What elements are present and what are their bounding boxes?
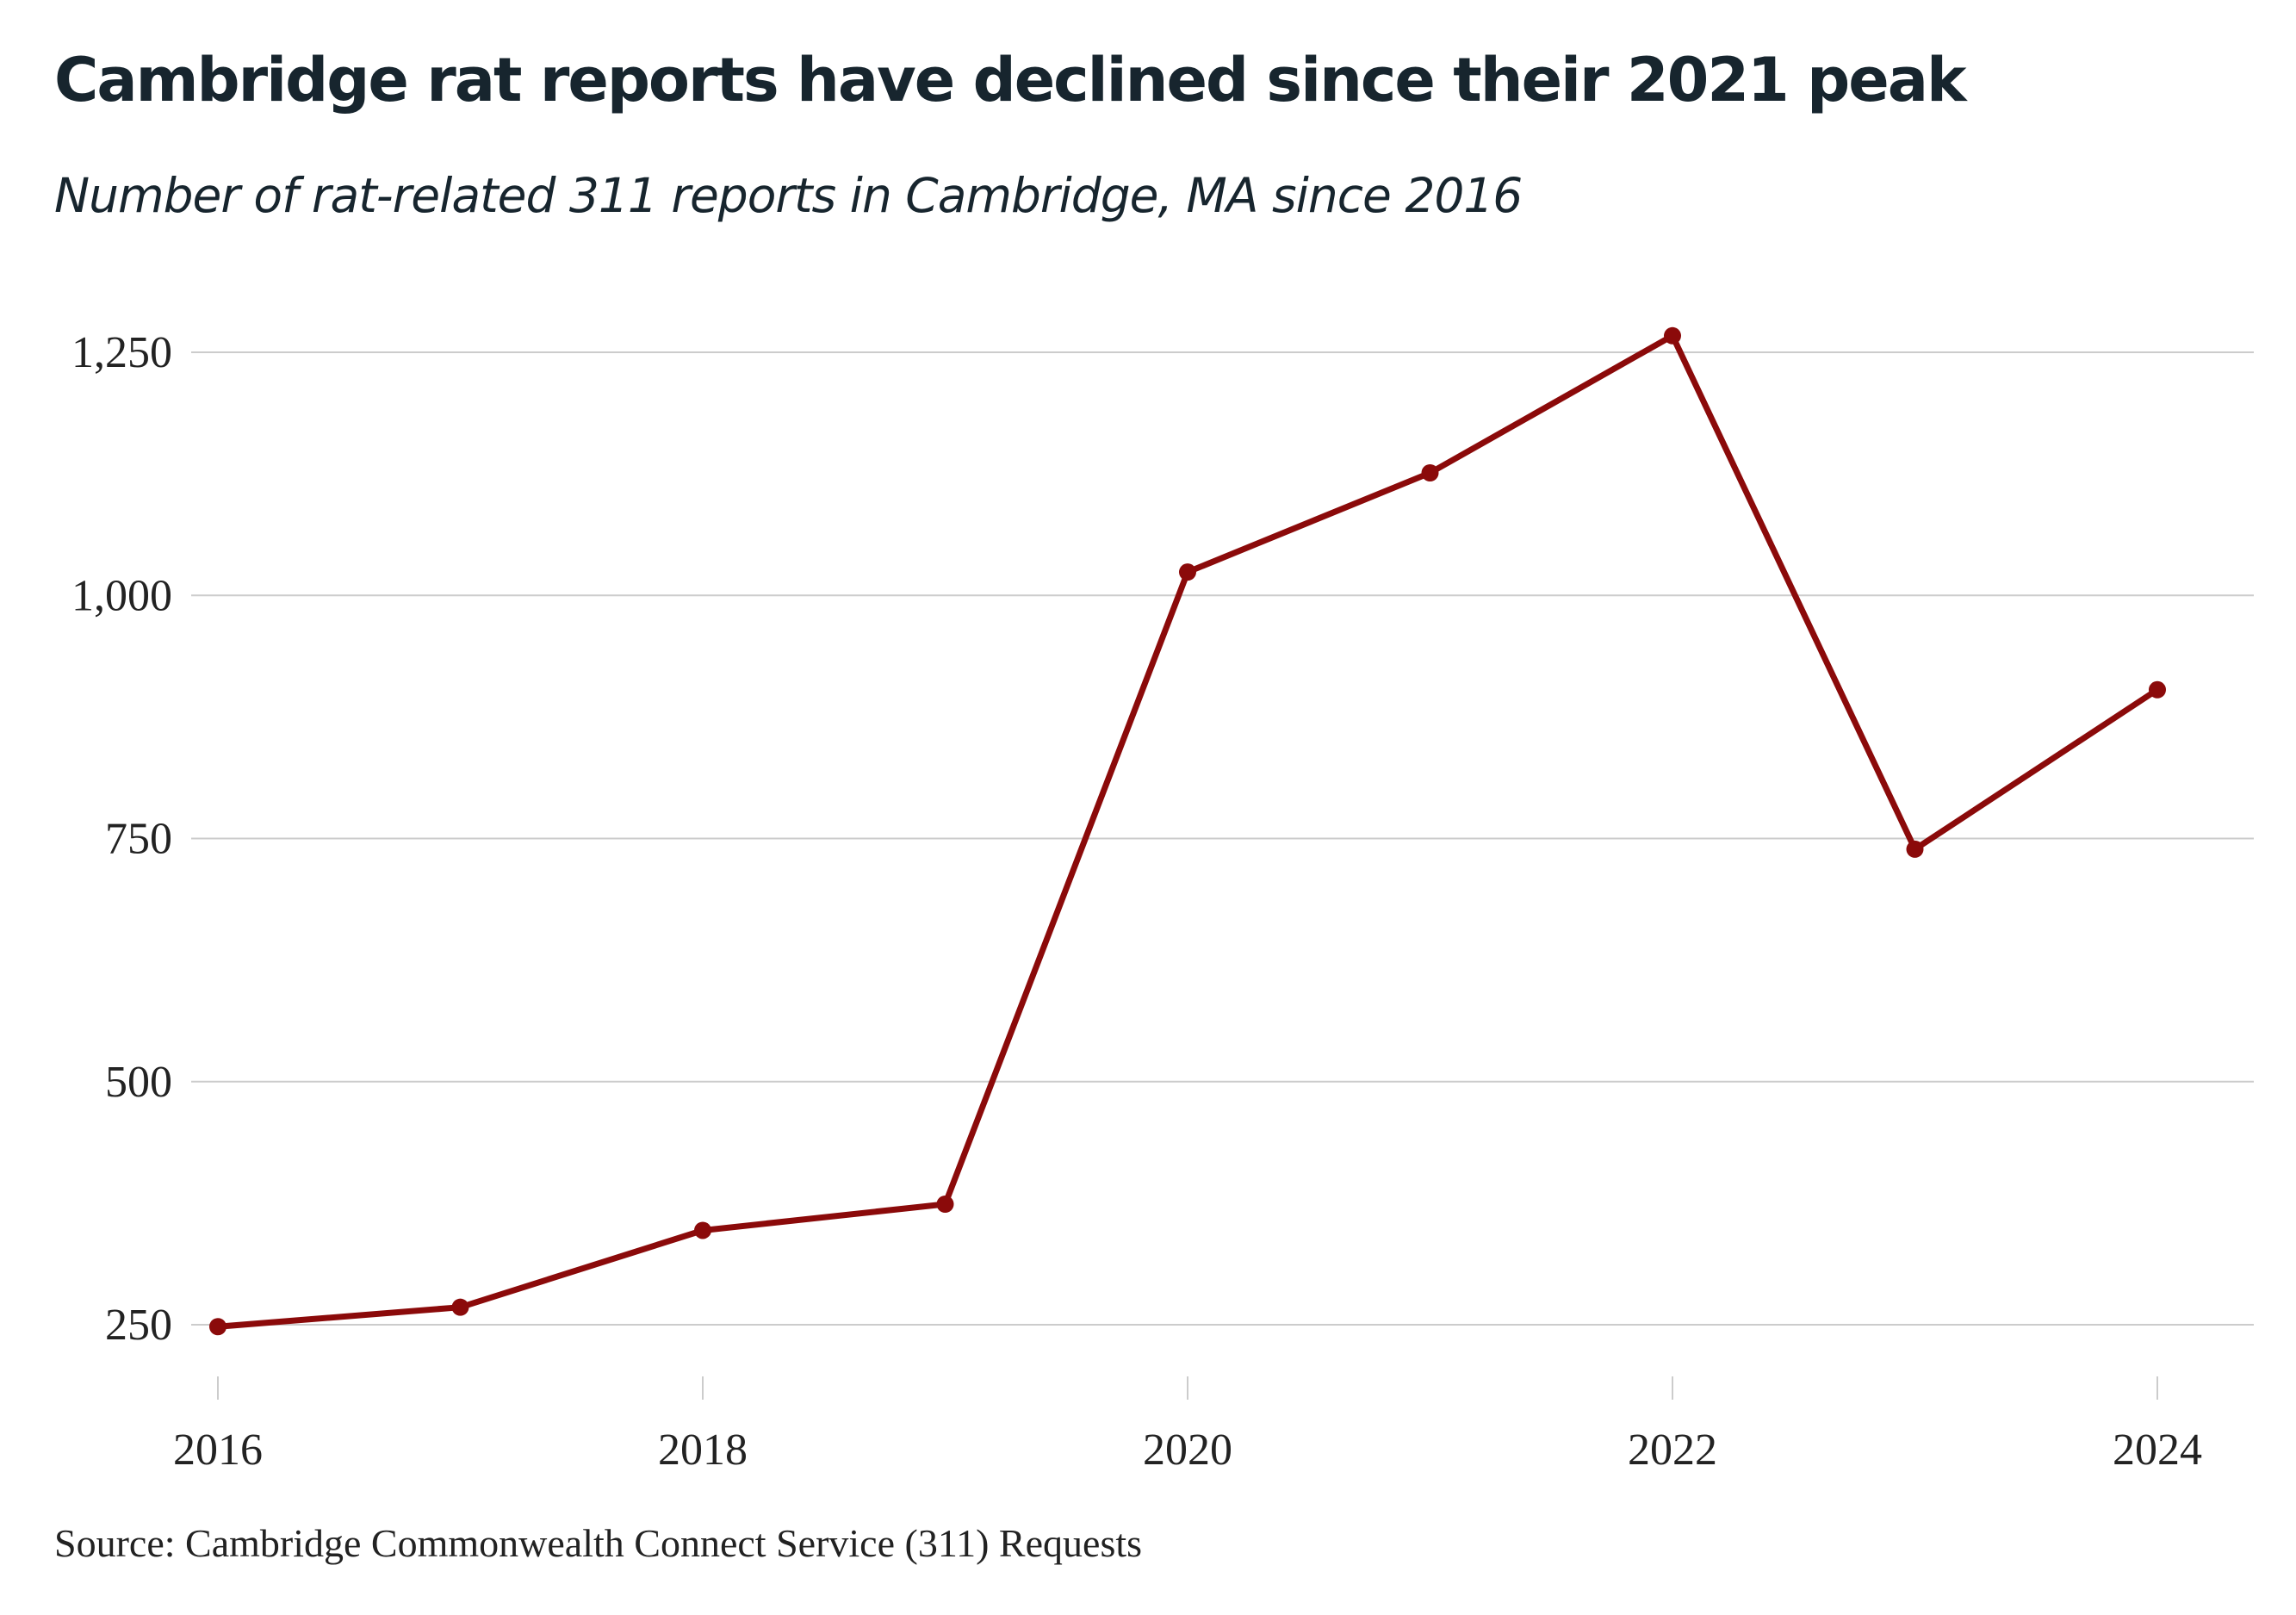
data-point [1906, 840, 1924, 858]
x-tick-label: 2022 [1628, 1426, 1717, 1475]
chart-subtitle: Number of rat-related 311 reports in Cam… [54, 168, 1523, 223]
x-tick-label: 2018 [658, 1426, 748, 1475]
x-tick-label: 2016 [173, 1426, 263, 1475]
data-point [1179, 563, 1196, 581]
data-point [2149, 680, 2166, 699]
y-tick-label: 1,250 [71, 328, 172, 377]
axes: 250 500 750 1,000 1,250 2016 2018 2020 2022 2024 [71, 328, 2202, 1475]
data-point [936, 1196, 954, 1214]
data-point [451, 1298, 469, 1316]
series-polyline [214, 332, 2161, 1330]
data-point [209, 1318, 226, 1336]
source-note: Source: Cambridge Commonwealth Connect S… [54, 1521, 1143, 1565]
data-point [694, 1221, 711, 1239]
x-tick-label: 2020 [1143, 1426, 1232, 1475]
y-tick-label: 1,000 [71, 571, 172, 620]
x-tick-label: 2024 [2113, 1426, 2202, 1475]
y-tick-label: 750 [105, 815, 172, 864]
y-tick-label: 250 [105, 1301, 172, 1350]
data-point [1664, 326, 1681, 345]
series-markers [209, 326, 2166, 1336]
gridlines [191, 351, 2254, 1326]
data-point [1421, 463, 1439, 481]
y-tick-label: 500 [105, 1058, 172, 1107]
chart-title: Cambridge rat reports have declined sinc… [54, 45, 1966, 115]
series-line [214, 332, 2161, 1330]
